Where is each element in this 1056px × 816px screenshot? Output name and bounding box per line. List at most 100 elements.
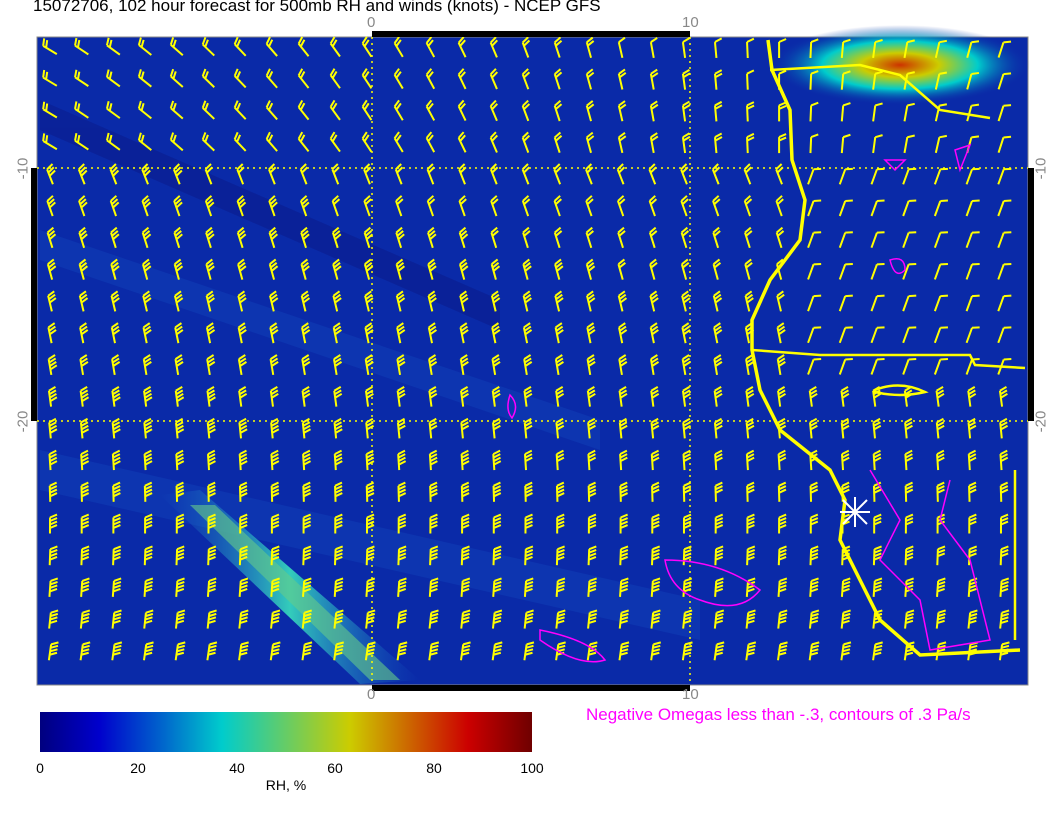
wind-barb	[808, 609, 820, 629]
wind-barb	[269, 322, 279, 344]
wind-barb	[997, 135, 1012, 154]
wind-barb	[332, 290, 342, 312]
wind-barb	[682, 577, 693, 597]
wind-barb	[111, 609, 122, 629]
wind-barb	[586, 386, 596, 407]
wind-barb	[141, 258, 152, 280]
wind-barb	[648, 195, 658, 217]
wind-barb	[838, 167, 853, 185]
wind-barb	[395, 226, 405, 249]
colorbar-label: RH, %	[265, 777, 307, 793]
wind-barb	[42, 101, 58, 119]
wind-barb	[902, 326, 917, 344]
wind-barb	[458, 226, 469, 249]
wind-barb	[301, 417, 311, 439]
x-tick-top-10: 10	[682, 14, 699, 31]
wind-barb	[397, 449, 407, 471]
wind-barb	[681, 132, 691, 154]
wind-barb	[587, 545, 597, 566]
wind-barb	[681, 386, 691, 407]
wind-barb	[965, 262, 980, 280]
wind-barb	[746, 69, 755, 90]
wind-barb	[585, 100, 595, 122]
wind-barb	[169, 132, 184, 152]
wind-barb	[457, 36, 467, 58]
wind-barb	[270, 417, 280, 439]
wind-barb	[142, 290, 152, 312]
wind-barb	[142, 641, 154, 661]
wind-barb	[301, 609, 313, 629]
wind-barb	[78, 195, 88, 217]
wind-barb	[489, 36, 499, 58]
wind-barb	[201, 100, 215, 120]
wind-barb	[902, 199, 917, 217]
wind-barb	[237, 290, 247, 312]
wind-barb	[393, 99, 404, 121]
wind-barb	[74, 101, 89, 119]
wind-barb	[809, 38, 819, 59]
wind-barb	[965, 326, 980, 344]
wind-barb	[872, 70, 883, 90]
wind-barb	[586, 290, 596, 312]
wind-barb	[809, 513, 819, 534]
wind-barb	[265, 68, 278, 89]
wind-barb	[333, 641, 345, 661]
wind-barb	[174, 322, 184, 344]
wind-barb	[143, 481, 153, 502]
colorbar-tick: 0	[36, 760, 44, 776]
wind-barb	[807, 167, 822, 185]
wind-barb	[143, 449, 153, 471]
wind-barb	[363, 163, 372, 185]
wind-barb	[111, 386, 121, 407]
wind-barb	[110, 226, 120, 249]
wind-barb	[745, 449, 755, 471]
wind-barb	[965, 167, 980, 185]
wind-barb	[714, 545, 724, 566]
wind-barb	[554, 258, 564, 280]
wind-barb	[745, 386, 755, 407]
wind-barb	[681, 354, 691, 376]
wind-barb	[457, 99, 467, 122]
wind-barb	[587, 609, 598, 629]
wind-barb	[141, 226, 152, 249]
wind-barb	[79, 641, 91, 661]
wind-barb	[301, 354, 311, 376]
wind-barb	[74, 37, 89, 56]
wind-barb	[300, 290, 311, 312]
wind-barb	[935, 609, 947, 629]
wind-barb	[618, 417, 628, 439]
wind-barb	[172, 163, 183, 185]
wind-barb	[393, 131, 404, 153]
wind-barb	[173, 195, 183, 217]
wind-barb	[238, 641, 249, 661]
wind-barb	[521, 99, 531, 122]
wind-barb	[302, 577, 312, 597]
wind-barb	[268, 195, 278, 217]
wind-barb	[491, 609, 503, 629]
wind-barb	[333, 386, 343, 407]
wind-barb	[268, 163, 277, 185]
wind-barb	[302, 545, 312, 566]
wind-barb	[744, 290, 754, 312]
wind-barb	[618, 354, 628, 376]
wind-barb	[301, 386, 311, 407]
wind-barb	[141, 195, 152, 217]
wind-barb	[840, 641, 852, 661]
wind-barb	[999, 449, 1009, 471]
wind-barb	[459, 322, 469, 344]
wind-barb	[74, 133, 89, 151]
wind-barb	[968, 545, 978, 566]
wind-barb	[744, 322, 755, 344]
wind-barb	[265, 36, 278, 57]
wind-barb	[809, 449, 818, 471]
wind-barb	[618, 386, 628, 407]
colorbar-tick: 40	[229, 760, 245, 776]
wind-barb	[457, 68, 467, 90]
wind-barb	[714, 481, 723, 502]
wind-barb	[555, 417, 565, 439]
wind-barb	[968, 481, 977, 502]
y-tick-right-minus10: -10	[1032, 157, 1050, 180]
wind-barb	[395, 258, 406, 280]
wind-barb	[425, 131, 436, 153]
wind-barb	[873, 513, 882, 534]
